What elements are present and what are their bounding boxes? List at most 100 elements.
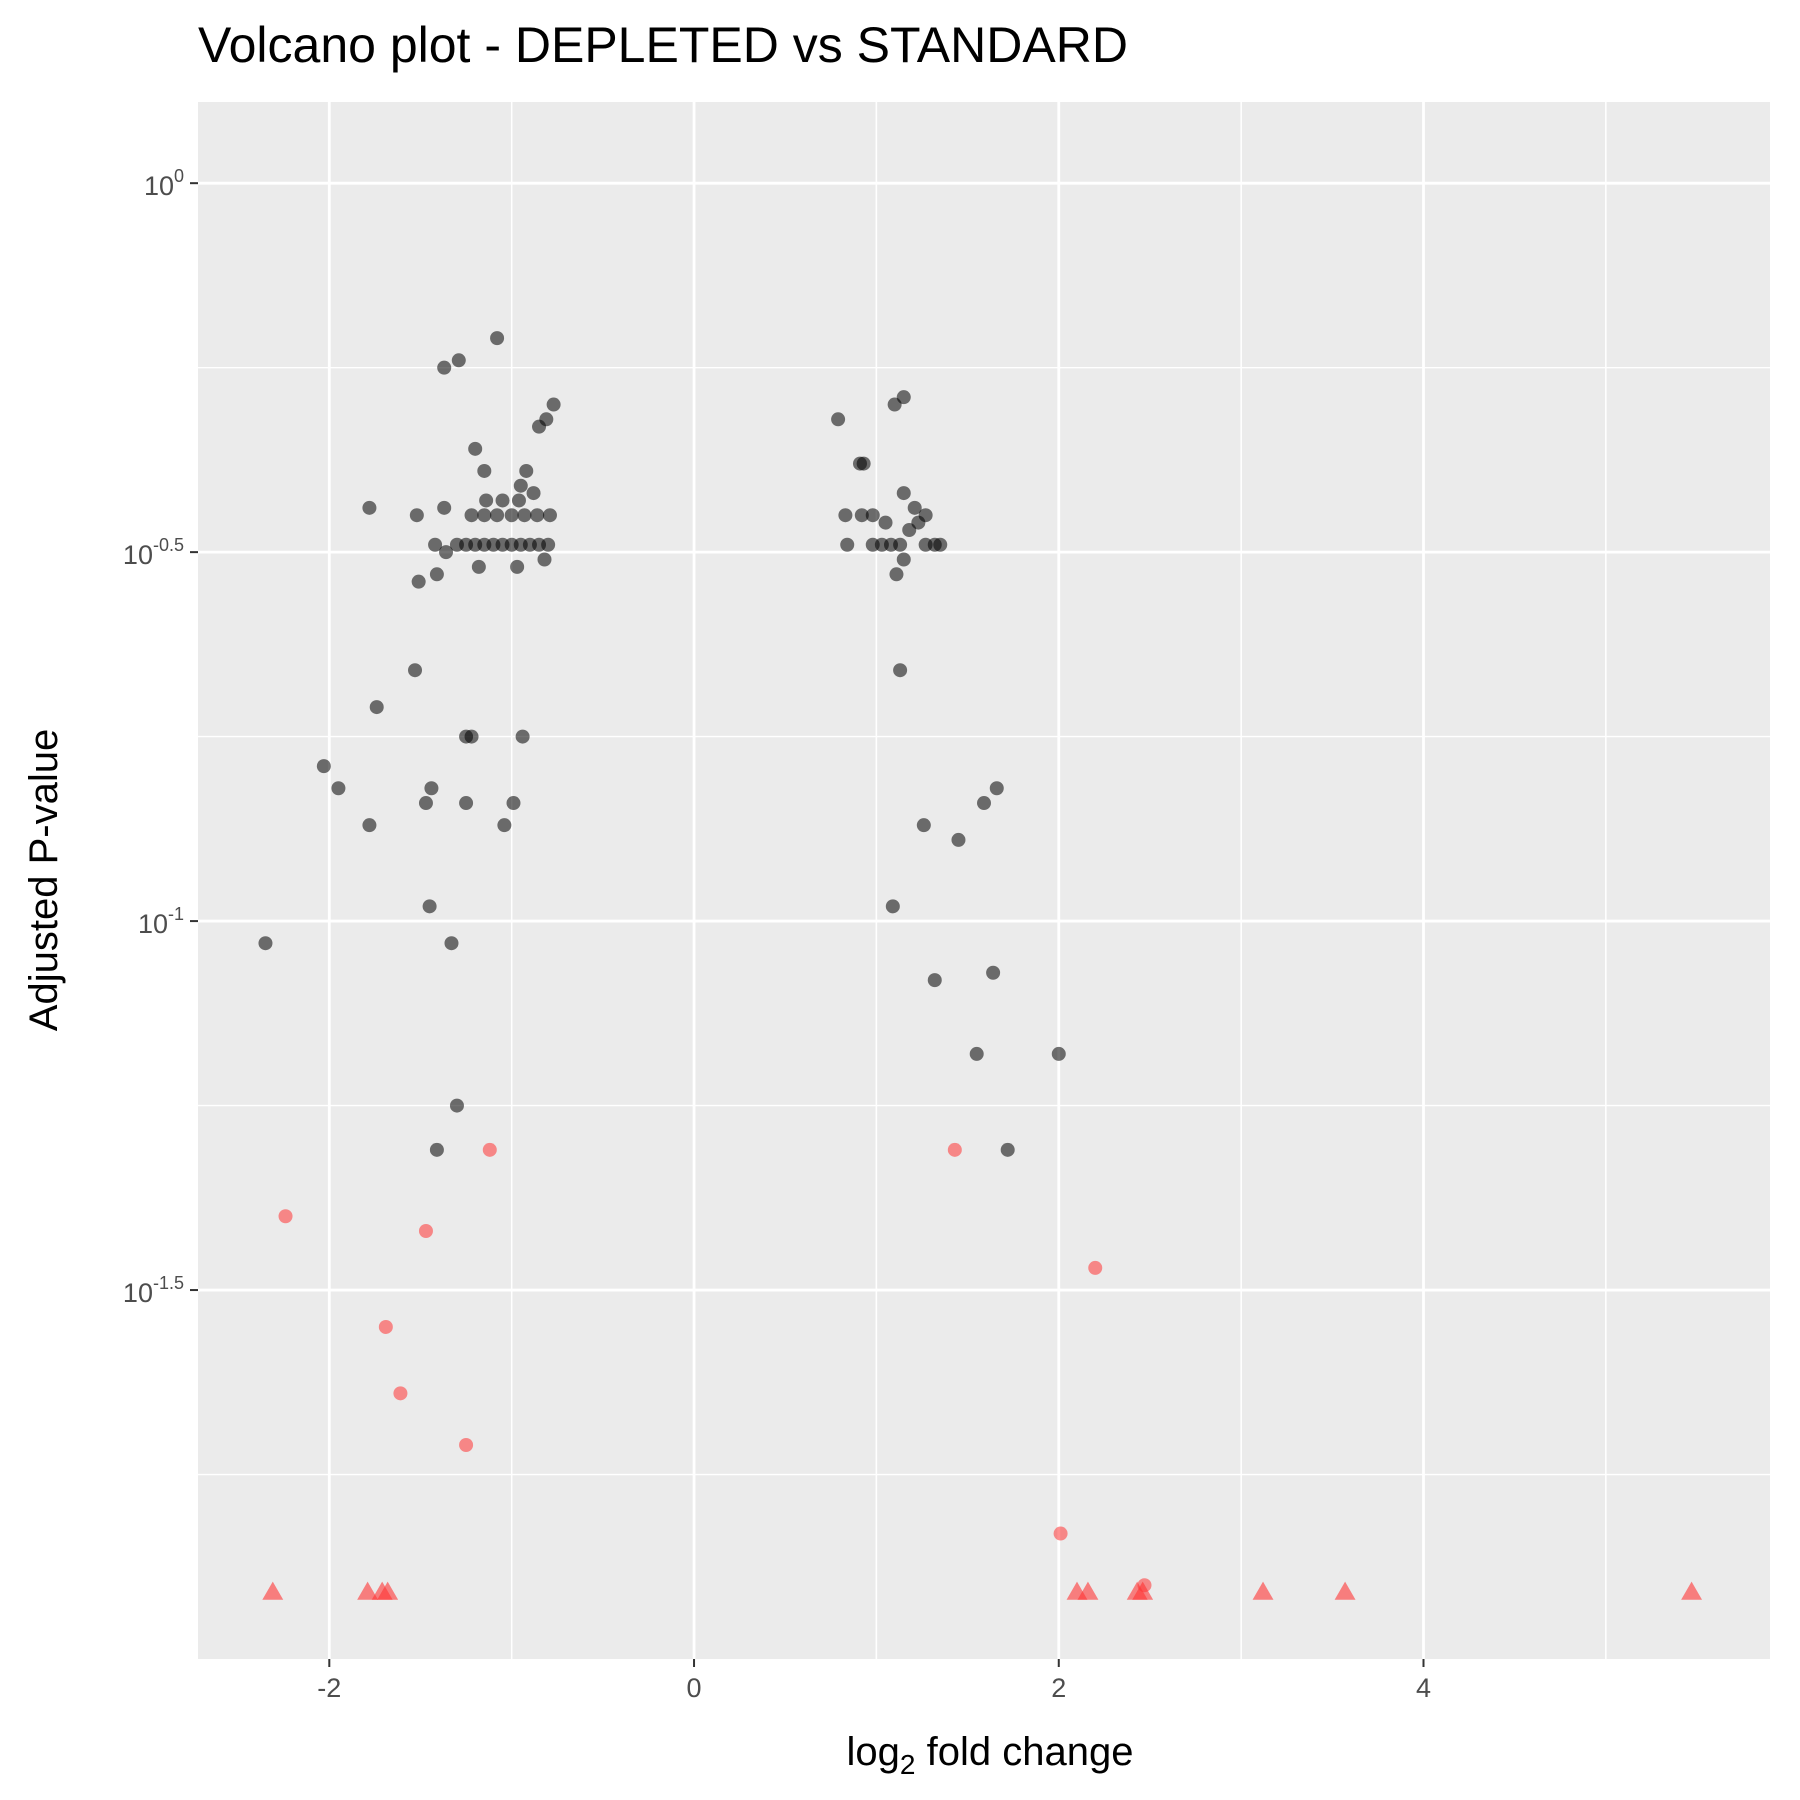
data-point-not-significant <box>464 508 479 523</box>
data-point-not-significant <box>969 1046 984 1061</box>
data-point-not-significant <box>856 456 871 471</box>
y-axis-title: Adjusted P-value <box>22 729 66 1031</box>
data-point-not-significant <box>526 486 541 501</box>
data-point-not-significant <box>477 508 492 523</box>
x-tick-label: -2 <box>317 1673 341 1703</box>
data-point-significant <box>278 1209 293 1224</box>
data-point-not-significant <box>369 700 384 715</box>
data-point-not-significant <box>511 493 526 508</box>
data-point-not-significant <box>916 818 931 833</box>
data-point-not-significant <box>878 515 893 530</box>
y-tick-label: 10-1.5 <box>123 1273 184 1308</box>
data-point-not-significant <box>479 493 494 508</box>
data-point-not-significant <box>362 818 377 833</box>
data-point-not-significant <box>517 508 532 523</box>
x-axis: -2 0 2 4 <box>317 1659 1431 1703</box>
data-point-triangle <box>262 1581 284 1600</box>
data-point-not-significant <box>468 441 483 456</box>
data-point-not-significant <box>437 360 452 375</box>
data-point-not-significant <box>497 818 512 833</box>
data-point-not-significant <box>519 463 534 478</box>
data-point-not-significant <box>459 796 474 811</box>
data-point-not-significant <box>408 663 423 678</box>
x-tick-label: 0 <box>687 1673 702 1703</box>
data-point-not-significant <box>933 537 948 552</box>
data-point-significant <box>378 1319 393 1334</box>
data-point-not-significant <box>477 463 492 478</box>
data-point-significant <box>1053 1526 1068 1541</box>
data-point-not-significant <box>927 973 942 988</box>
data-point-not-significant <box>854 508 869 523</box>
data-point-triangle <box>357 1581 379 1600</box>
data-point-not-significant <box>451 353 466 368</box>
data-point-not-significant <box>893 663 908 678</box>
data-point-not-significant <box>896 486 911 501</box>
data-point-not-significant <box>838 508 853 523</box>
data-point-not-significant <box>907 500 922 515</box>
data-point-not-significant <box>418 796 433 811</box>
data-point-not-significant <box>409 508 424 523</box>
data-point-not-significant <box>424 781 439 796</box>
data-point-not-significant <box>490 331 505 346</box>
data-point-not-significant <box>889 567 904 582</box>
data-point-not-significant <box>471 559 486 574</box>
data-point-not-significant <box>865 508 880 523</box>
data-point-triangle <box>1334 1581 1356 1600</box>
data-point-triangle <box>1681 1581 1703 1600</box>
data-point-not-significant <box>539 412 554 427</box>
data-point-not-significant <box>422 899 437 914</box>
data-point-not-significant <box>506 796 521 811</box>
data-point-not-significant <box>1000 1142 1015 1157</box>
data-point-not-significant <box>449 1098 464 1113</box>
data-point-not-significant <box>989 781 1004 796</box>
data-point-not-significant <box>331 781 346 796</box>
data-point-not-significant <box>542 508 557 523</box>
data-point-not-significant <box>437 500 452 515</box>
data-point-not-significant <box>918 508 933 523</box>
data-point-significant <box>393 1386 408 1401</box>
data-point-not-significant <box>411 574 426 589</box>
data-point-significant <box>482 1142 497 1157</box>
data-point-not-significant <box>428 537 443 552</box>
data-point-not-significant <box>429 1142 444 1157</box>
data-point-not-significant <box>513 478 528 493</box>
data-point-significant <box>1088 1260 1103 1275</box>
data-point-significant <box>947 1142 962 1157</box>
chart-title: Volcano plot - DEPLETED vs STANDARD <box>198 17 1128 73</box>
x-tick-label: 4 <box>1416 1673 1431 1703</box>
data-point-not-significant <box>893 537 908 552</box>
data-point-not-significant <box>951 832 966 847</box>
data-point-not-significant <box>537 552 552 567</box>
data-point-not-significant <box>258 936 273 951</box>
data-point-not-significant <box>504 508 519 523</box>
data-point-not-significant <box>515 729 530 744</box>
data-point-not-significant <box>977 796 991 811</box>
data-point-significant <box>459 1438 474 1453</box>
data-point-triangle <box>1252 1581 1274 1600</box>
data-point-not-significant <box>429 567 444 582</box>
data-point-triangle <box>1077 1581 1099 1600</box>
data-point-not-significant <box>530 508 545 523</box>
data-point-not-significant <box>896 390 911 405</box>
data-point-triangle <box>377 1581 399 1600</box>
data-point-not-significant <box>464 729 479 744</box>
data-point-not-significant <box>896 552 911 567</box>
data-point-not-significant <box>510 559 525 574</box>
data-point-not-significant <box>490 508 505 523</box>
data-point-not-significant <box>840 537 855 552</box>
data-points <box>258 331 1703 1600</box>
data-point-not-significant <box>316 759 331 774</box>
grid-major <box>198 102 1770 1659</box>
data-point-significant <box>1137 1578 1152 1593</box>
x-tick-label: 2 <box>1051 1673 1066 1703</box>
plot-panel <box>198 102 1770 1659</box>
y-tick-label: 100 <box>144 166 184 201</box>
y-axis: 100 10-0.5 10-1 10-1.5 <box>123 166 198 1308</box>
data-point-not-significant <box>362 500 377 515</box>
data-point-not-significant <box>541 537 556 552</box>
y-tick-label: 10-0.5 <box>123 535 184 570</box>
data-point-not-significant <box>439 545 454 560</box>
data-point-not-significant <box>831 412 846 427</box>
data-point-not-significant <box>1051 1046 1066 1061</box>
